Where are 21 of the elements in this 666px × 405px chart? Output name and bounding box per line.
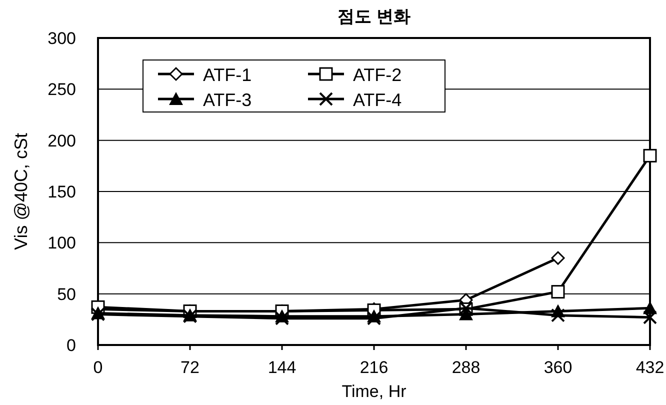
legend-label: ATF-3 xyxy=(203,90,252,110)
y-axis-title: Vis @40C, cSt xyxy=(11,133,31,250)
legend-label: ATF-4 xyxy=(353,90,402,110)
x-tick-label: 144 xyxy=(268,358,296,377)
x-tick-label: 72 xyxy=(180,358,200,377)
x-tick-label: 0 xyxy=(93,358,103,377)
y-tick-label: 200 xyxy=(48,131,76,150)
x-tick-label: 216 xyxy=(360,358,388,377)
x-tick-label: 288 xyxy=(452,358,480,377)
y-tick-label: 50 xyxy=(57,284,76,304)
y-tick-label: 300 xyxy=(48,29,76,48)
y-tick-label: 150 xyxy=(48,182,76,202)
x-tick-label: 432 xyxy=(636,358,664,377)
legend-label: ATF-2 xyxy=(353,65,402,85)
legend-label: ATF-1 xyxy=(203,65,252,85)
y-tick-label: 250 xyxy=(48,80,76,100)
x-axis-title: Time, Hr xyxy=(342,382,407,401)
chart-title: 점도 변화 xyxy=(338,7,410,26)
y-tick-label: 100 xyxy=(48,234,76,253)
x-tick-label: 360 xyxy=(544,358,572,377)
y-tick-label: 0 xyxy=(66,336,76,355)
